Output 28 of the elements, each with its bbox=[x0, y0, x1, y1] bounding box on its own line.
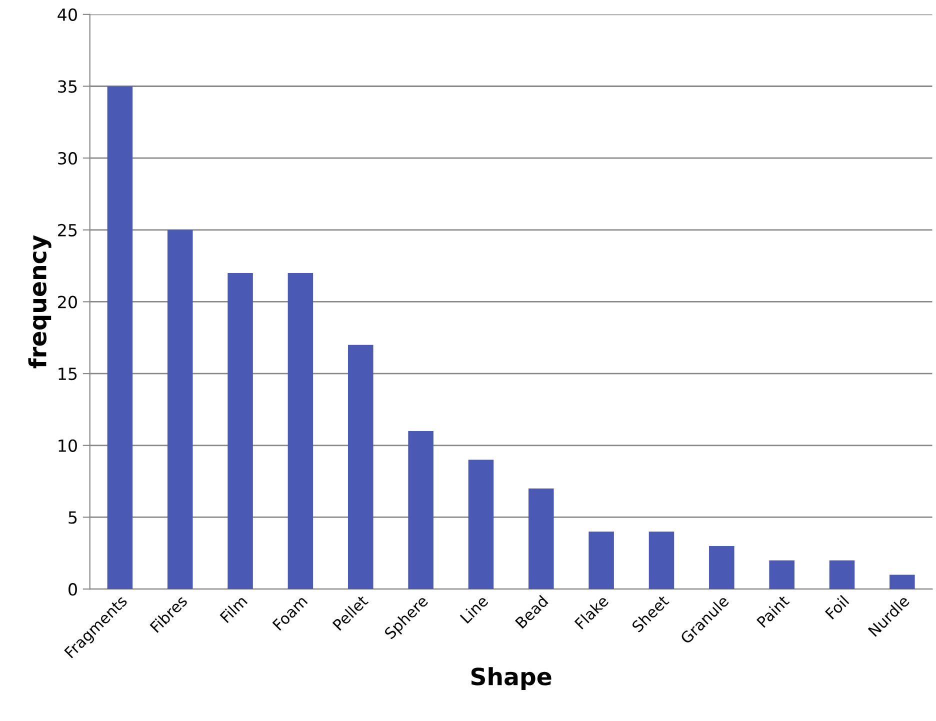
y-axis-title: frequency bbox=[28, 235, 52, 368]
bar bbox=[107, 86, 133, 590]
bar bbox=[709, 546, 734, 590]
y-tick-label: 15 bbox=[58, 368, 77, 380]
bar bbox=[348, 344, 374, 590]
bar bbox=[769, 560, 794, 590]
x-tick-label: Foil bbox=[824, 594, 850, 620]
x-tick-label: Line bbox=[460, 594, 489, 624]
y-tick-label: 30 bbox=[58, 152, 77, 165]
y-tick-label: 5 bbox=[68, 511, 77, 524]
y-tick-label: 35 bbox=[58, 80, 77, 93]
bar bbox=[167, 230, 193, 590]
y-tick-label: 20 bbox=[58, 296, 77, 308]
y-tick-label: 40 bbox=[58, 8, 77, 21]
y-tick-label: 25 bbox=[58, 224, 77, 236]
y-tick-label: 10 bbox=[58, 439, 77, 452]
bar bbox=[468, 460, 494, 590]
bar bbox=[528, 488, 554, 590]
x-tick-label: Film bbox=[219, 594, 248, 624]
bar bbox=[408, 431, 434, 590]
y-tick-label: 0 bbox=[68, 583, 77, 596]
bar bbox=[648, 532, 674, 590]
bar bbox=[890, 574, 915, 590]
bar bbox=[588, 532, 614, 590]
bar bbox=[829, 560, 855, 590]
bar bbox=[228, 273, 253, 590]
x-axis-title: Shape bbox=[471, 667, 552, 690]
bar bbox=[288, 273, 314, 590]
